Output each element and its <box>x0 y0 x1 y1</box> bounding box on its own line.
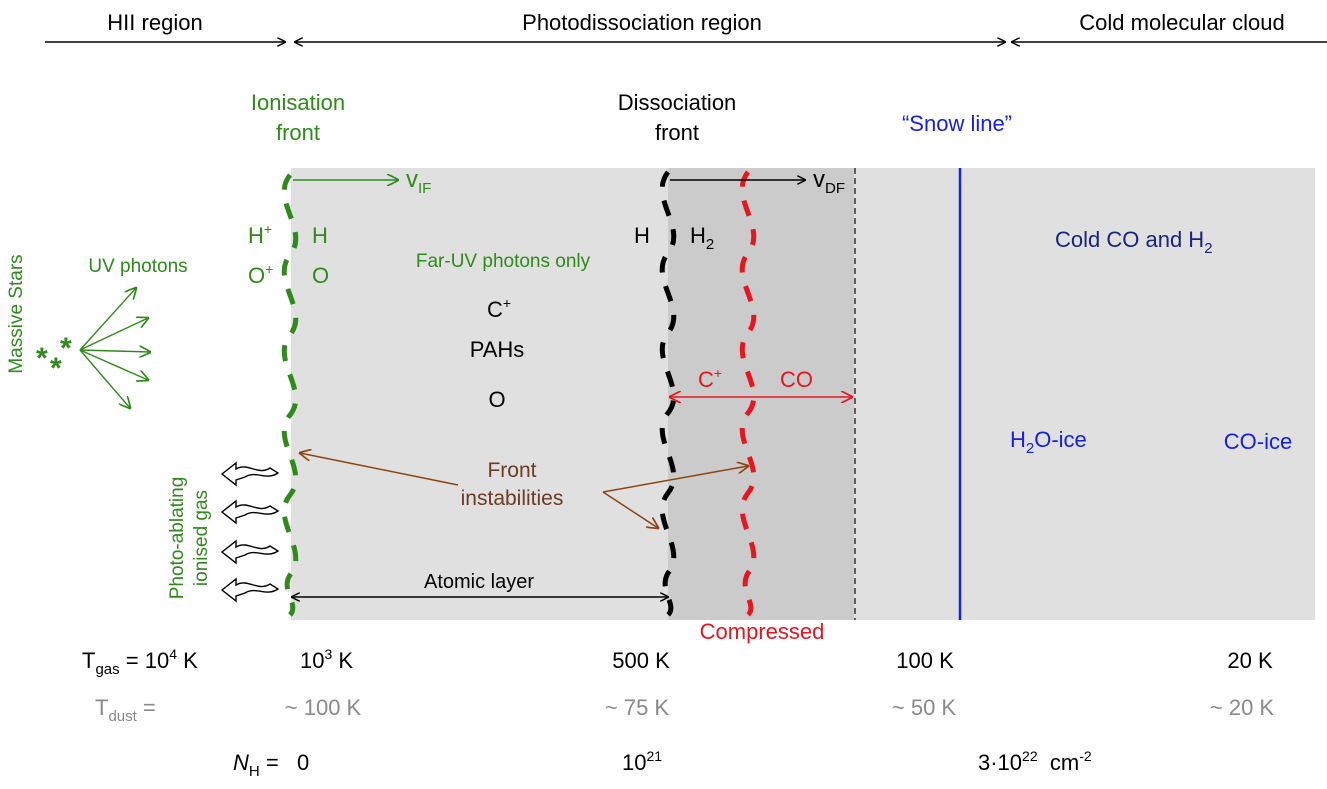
ionisation-front-label-2: front <box>276 120 320 145</box>
tgas-value-1: 103 K <box>300 646 353 673</box>
far-uv-label: Far-UV photons only <box>416 251 591 272</box>
tgas-value-1-exponent: 3 <box>324 646 332 662</box>
nh-subscript: H <box>249 763 260 780</box>
o-neutral-label: O <box>488 387 505 412</box>
nh-unit-exponent: -2 <box>1079 748 1092 764</box>
uv-ray-2 <box>79 318 148 351</box>
nh-value-right: 3·1022 cm-2 <box>978 748 1092 775</box>
tgas-value-4: 20 K <box>1227 648 1273 673</box>
c-plus-superscript: + <box>503 295 511 311</box>
tdust-subscript: dust <box>108 708 137 725</box>
o-plus-superscript: + <box>265 261 273 277</box>
h-plus-superscript: + <box>264 221 272 237</box>
c-plus-red-label: C+ <box>698 365 722 392</box>
star-icon-1: * <box>36 342 48 375</box>
ionisation-front-wave <box>281 173 299 617</box>
dissociation-front-label-1: Dissociation <box>618 90 737 115</box>
o-label: O <box>312 263 329 288</box>
v-if-label: vIF <box>406 166 431 197</box>
region-label-hii: HII region <box>107 10 202 35</box>
nh-value-mid-exponent: 21 <box>646 748 662 764</box>
ionisation-front-label-1: Ionisation <box>251 90 345 115</box>
v-if-subscript: IF <box>418 180 431 197</box>
instability-arrow-co <box>602 466 748 493</box>
atomic-layer-label: Atomic layer <box>424 571 534 593</box>
ablation-arrow-4 <box>220 577 280 603</box>
dissociation-front-label-2: front <box>655 120 699 145</box>
h2o-ice-label: H2O-ice <box>1010 427 1087 457</box>
tdust-value-2: ~ 75 K <box>605 695 670 720</box>
stars-icon: * * * <box>36 332 72 385</box>
star-icon-2: * <box>50 352 62 385</box>
v-df-subscript: DF <box>825 180 845 197</box>
ablation-arrow-3 <box>220 539 280 565</box>
nh-label: NH = 0 <box>233 750 309 780</box>
star-icon-3: * <box>60 332 72 365</box>
cold-co-h2-label: Cold CO and H2 <box>1055 227 1213 257</box>
uv-ray-4 <box>79 349 148 380</box>
tdust-value-3: ~ 50 K <box>892 695 957 720</box>
o-plus-label: O+ <box>248 261 273 288</box>
uv-photons-label: UV photons <box>88 256 187 277</box>
compressed-label: Compressed <box>700 619 825 644</box>
c-plus-red-superscript: + <box>714 365 722 381</box>
co-red-label: CO <box>780 367 813 392</box>
tdust-value-1: ~ 100 K <box>285 695 362 720</box>
v-df-label: vDF <box>813 166 845 197</box>
tdust-label: Tdust = <box>95 695 156 725</box>
uv-ray-1 <box>79 288 136 351</box>
c-plus-label: C+ <box>487 295 511 322</box>
tgas-subscript: gas <box>95 661 119 678</box>
dissociation-front-wave <box>659 170 677 617</box>
tgas-exponent: 4 <box>169 646 177 662</box>
cold-co-h2-subscript: 2 <box>1204 240 1212 257</box>
front-instabilities-label-2: instabilities <box>461 487 564 510</box>
nh-value-right-exponent: 22 <box>1022 748 1038 764</box>
photo-ablating-label-2: ionised gas <box>191 490 212 586</box>
ablation-arrow-1 <box>220 461 280 487</box>
nh-value-mid: 1021 <box>622 748 662 775</box>
h-df-label: H <box>634 223 650 248</box>
h2o-ice-subscript: 2 <box>1026 440 1034 457</box>
co-ice-label: CO-ice <box>1224 429 1292 454</box>
co-front-wave <box>739 170 757 617</box>
region-label-pdr: Photodissociation region <box>522 10 762 35</box>
h2-label: H2 <box>690 223 714 253</box>
front-instabilities-label-1: Front <box>487 459 536 482</box>
uv-ray-5 <box>79 349 130 408</box>
h-plus-label: H+ <box>248 221 272 248</box>
ablation-arrows <box>220 461 280 603</box>
tgas-label: Tgas = 104 K <box>82 646 198 678</box>
region-label-cloud: Cold molecular cloud <box>1079 10 1284 35</box>
tgas-value-2: 500 K <box>612 648 670 673</box>
ablation-arrow-2 <box>220 499 280 525</box>
uv-ray-3 <box>79 350 150 352</box>
instability-arrow-dissociation <box>602 491 658 528</box>
h-label: H <box>312 223 328 248</box>
tgas-value-3: 100 K <box>896 648 954 673</box>
pahs-label: PAHs <box>470 337 525 362</box>
h2-subscript: 2 <box>706 236 714 253</box>
massive-stars-label: Massive Stars <box>6 254 27 373</box>
instability-arrow-ionisation <box>300 453 459 486</box>
snow-line-label: “Snow line” <box>902 111 1012 136</box>
photo-ablating-label-1: Photo-ablating <box>167 477 188 600</box>
tdust-value-4: ~ 20 K <box>1210 695 1275 720</box>
uv-photon-rays <box>79 288 150 408</box>
